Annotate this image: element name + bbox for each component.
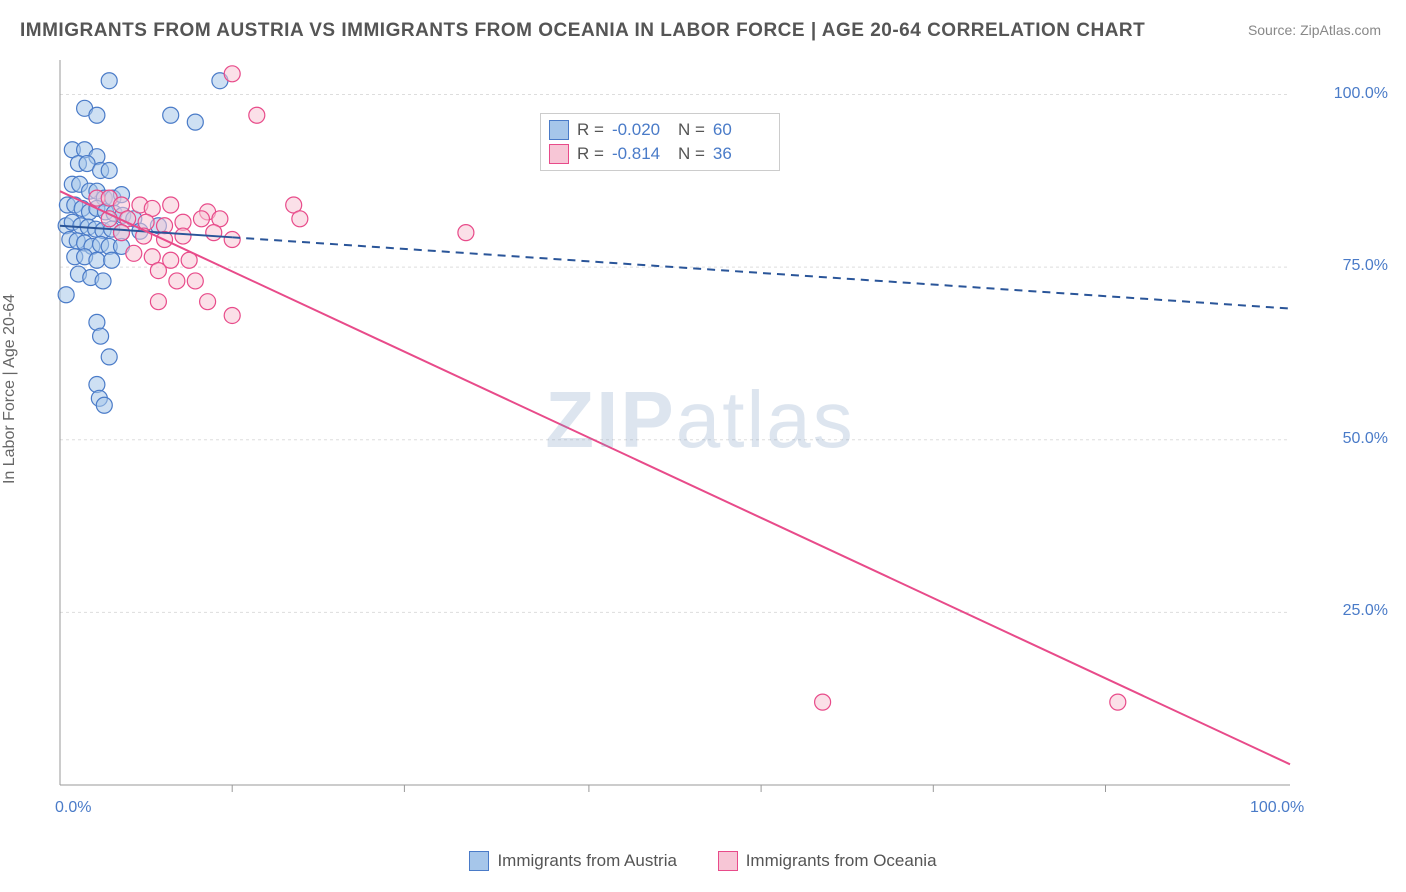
r-value-oceania: -0.814	[612, 144, 670, 164]
r-value-austria: -0.020	[612, 120, 670, 140]
y-tick-label: 75.0%	[1343, 257, 1388, 275]
swatch-austria	[549, 120, 569, 140]
legend-item-austria: Immigrants from Austria	[469, 851, 677, 871]
y-tick-label: 50.0%	[1343, 430, 1388, 448]
n-value-austria: 60	[713, 120, 771, 140]
legend-label-oceania: Immigrants from Oceania	[746, 851, 937, 871]
r-label: R =	[577, 120, 604, 140]
legend-label-austria: Immigrants from Austria	[497, 851, 677, 871]
chart-title: IMMIGRANTS FROM AUSTRIA VS IMMIGRANTS FR…	[20, 20, 1145, 42]
n-label: N =	[678, 144, 705, 164]
n-value-oceania: 36	[713, 144, 771, 164]
x-tick-label: 0.0%	[55, 799, 91, 817]
legend-item-oceania: Immigrants from Oceania	[718, 851, 937, 871]
y-tick-label: 100.0%	[1334, 85, 1388, 103]
plot-area: R = -0.020 N = 60 R = -0.814 N = 36 ZIPa…	[50, 55, 1350, 815]
swatch-oceania	[549, 144, 569, 164]
stats-row-oceania: R = -0.814 N = 36	[549, 142, 771, 166]
n-label: N =	[678, 120, 705, 140]
x-tick-label: 100.0%	[1250, 799, 1304, 817]
chart-container: IMMIGRANTS FROM AUSTRIA VS IMMIGRANTS FR…	[0, 0, 1406, 892]
bottom-legend: Immigrants from Austria Immigrants from …	[0, 851, 1406, 876]
y-tick-label: 25.0%	[1343, 602, 1388, 620]
y-axis-label: In Labor Force | Age 20-64	[1, 294, 19, 484]
r-label: R =	[577, 144, 604, 164]
swatch-oceania-icon	[718, 851, 738, 871]
stats-row-austria: R = -0.020 N = 60	[549, 118, 771, 142]
source-attribution: Source: ZipAtlas.com	[1248, 22, 1381, 38]
swatch-austria-icon	[469, 851, 489, 871]
correlation-stats-box: R = -0.020 N = 60 R = -0.814 N = 36	[540, 113, 780, 171]
